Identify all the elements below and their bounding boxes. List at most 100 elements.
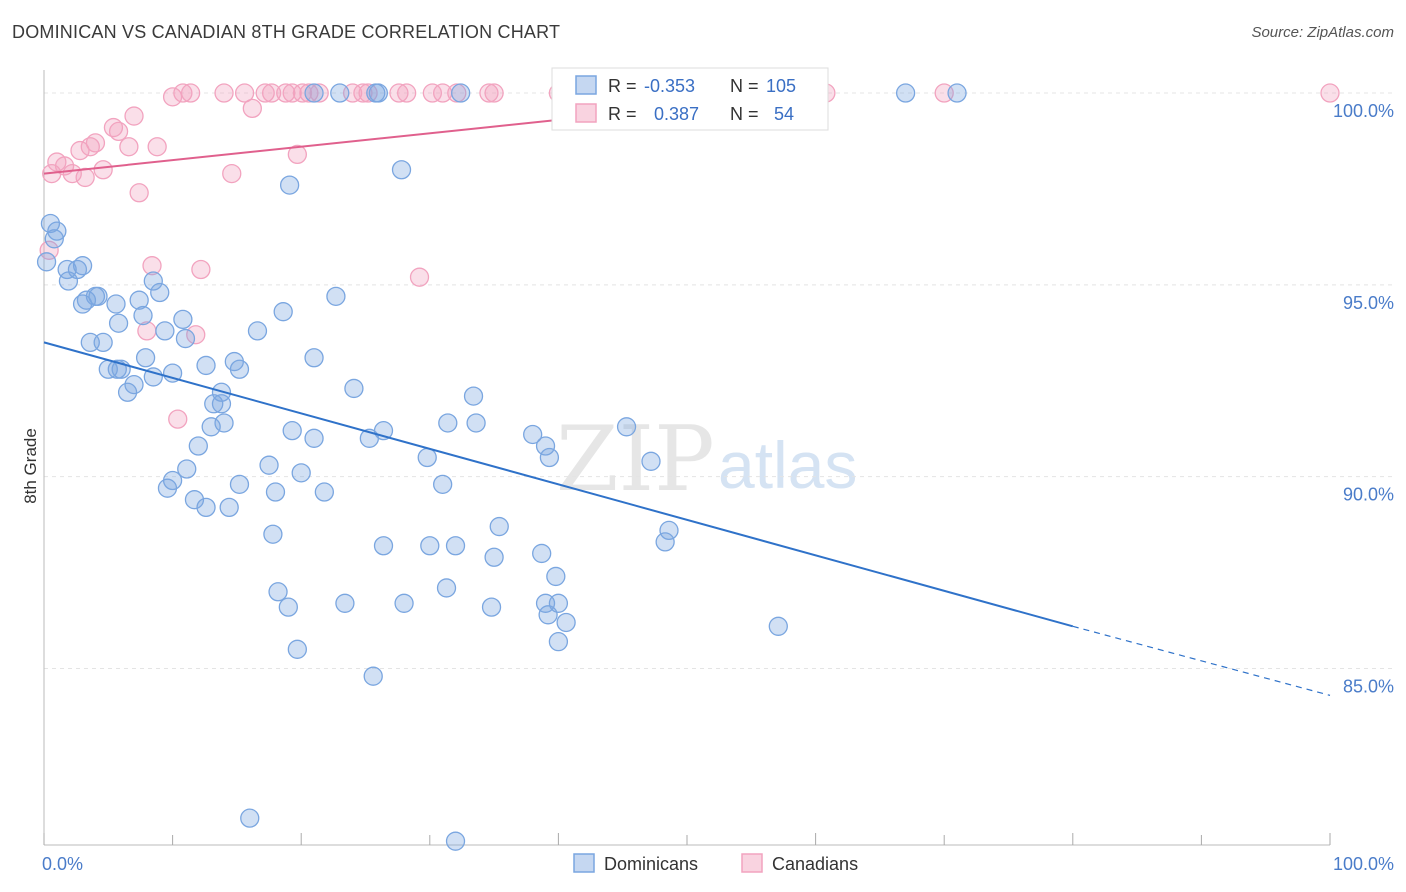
point-dominicans-23	[135, 348, 156, 368]
point-dominicans-13	[108, 313, 129, 333]
y-tick-label-2: 90.0%	[1343, 485, 1394, 505]
point-canadians-17	[147, 137, 167, 157]
point-canadians-18	[162, 87, 183, 107]
stats-legend: R = -0.353 N = 105 R = 0.387 N = 54	[551, 67, 829, 131]
point-canadians-16	[142, 256, 162, 276]
point-dominicans-74	[532, 543, 552, 564]
point-canadians-42	[422, 83, 443, 103]
point-dominicans-101	[451, 83, 471, 103]
point-dominicans-42	[204, 394, 224, 414]
point-dominicans-73	[539, 447, 560, 468]
point-dominicans-98	[304, 83, 324, 103]
point-dominicans-69	[484, 547, 504, 567]
point-dominicans-96	[240, 808, 260, 828]
point-canadians-11	[108, 121, 129, 142]
point-dominicans-47	[177, 459, 197, 479]
point-dominicans-12	[106, 294, 126, 314]
point-dominicans-68	[463, 386, 484, 406]
point-canadians-35	[287, 144, 307, 165]
point-dominicans-7	[72, 256, 93, 276]
y-tick-labels: 100.0% 95.0% 90.0% 85.0%	[1333, 101, 1394, 696]
point-dominicans-43	[211, 394, 232, 414]
point-dominicans-2	[47, 221, 67, 241]
point-dominicans-62	[417, 447, 437, 468]
point-canadians-53	[1320, 83, 1340, 103]
point-dominicans-91	[556, 612, 576, 633]
point-canadians-28	[255, 83, 275, 103]
legend-swatch-dominicans	[575, 75, 597, 95]
point-dominicans-0	[36, 252, 57, 272]
point-canadians-14	[129, 183, 149, 203]
point-dominicans-34	[229, 359, 250, 379]
point-dominicans-55	[265, 482, 286, 502]
point-canadians-45	[479, 83, 499, 103]
point-dominicans-39	[344, 378, 364, 399]
point-dominicans-104	[895, 83, 916, 103]
chart-title: DOMINICAN VS CANADIAN 8TH GRADE CORRELAT…	[12, 22, 561, 42]
point-dominicans-46	[188, 436, 208, 456]
point-canadians-38	[358, 83, 378, 103]
point-dominicans-56	[282, 420, 302, 441]
point-dominicans-82	[287, 639, 307, 659]
point-dominicans-54	[259, 455, 279, 475]
point-dominicans-80	[268, 582, 288, 602]
legend-r-dominicans: -0.353	[644, 76, 695, 96]
bottom-legend-dominicans: Dominicans	[604, 854, 698, 874]
point-canadians-40	[397, 83, 417, 103]
point-dominicans-45	[214, 413, 234, 433]
point-dominicans-15	[133, 305, 153, 326]
point-dominicans-77	[641, 451, 661, 471]
point-dominicans-31	[196, 355, 216, 376]
point-dominicans-38	[326, 286, 346, 307]
point-dominicans-59	[314, 482, 334, 502]
point-dominicans-105	[947, 83, 967, 103]
series-canadians-points	[39, 83, 1340, 429]
point-dominicans-81	[278, 597, 298, 617]
point-dominicans-17	[150, 282, 170, 303]
point-dominicans-79	[655, 532, 675, 552]
bottom-legend-swatch-dominicans	[573, 853, 595, 873]
point-dominicans-97	[445, 831, 466, 851]
bottom-legend-swatch-canadians	[741, 853, 763, 873]
point-canadians-31	[282, 83, 302, 103]
point-canadians-41	[409, 267, 430, 287]
point-dominicans-53	[229, 474, 250, 495]
point-dominicans-11	[88, 286, 108, 307]
svg-text:N =: N =	[730, 104, 759, 124]
point-dominicans-64	[433, 474, 453, 495]
point-canadians-27	[242, 98, 262, 119]
point-dominicans-90	[548, 593, 569, 613]
legend-swatch-canadians	[575, 103, 597, 123]
watermark-zip: ZIP	[556, 407, 715, 512]
x-tick-label-min: 0.0%	[42, 854, 83, 874]
x-tick-label-max: 100.0%	[1333, 854, 1394, 874]
axes	[43, 70, 1331, 846]
point-dominicans-67	[466, 413, 486, 433]
point-dominicans-3	[44, 229, 64, 249]
point-canadians-9	[93, 160, 113, 180]
point-dominicans-19	[173, 309, 193, 330]
point-canadians-30	[276, 83, 296, 103]
source-label: Source: ZipAtlas.com	[1251, 24, 1394, 41]
legend-n-canadians: 54	[774, 104, 794, 124]
svg-text:R =: R =	[608, 104, 637, 124]
point-canadians-34	[309, 83, 329, 103]
point-canadians-19	[168, 409, 188, 429]
point-dominicans-94	[391, 160, 412, 180]
point-dominicans-57	[291, 463, 311, 483]
point-dominicans-20	[175, 328, 196, 349]
point-dominicans-50	[184, 490, 205, 510]
point-dominicans-58	[304, 428, 324, 448]
point-canadians-33	[299, 83, 319, 103]
point-dominicans-35	[247, 321, 268, 341]
series-dominicans-points	[36, 83, 967, 851]
legend-n-dominicans: 105	[766, 76, 796, 96]
gridlines	[44, 92, 1394, 670]
point-dominicans-95	[279, 175, 300, 195]
point-dominicans-61	[373, 536, 394, 556]
y-tick-label-0: 100.0%	[1333, 101, 1394, 121]
point-dominicans-18	[155, 321, 175, 341]
point-canadians-12	[119, 137, 139, 157]
y-axis-label: 8th Grade	[21, 428, 40, 504]
point-dominicans-84	[363, 666, 383, 686]
